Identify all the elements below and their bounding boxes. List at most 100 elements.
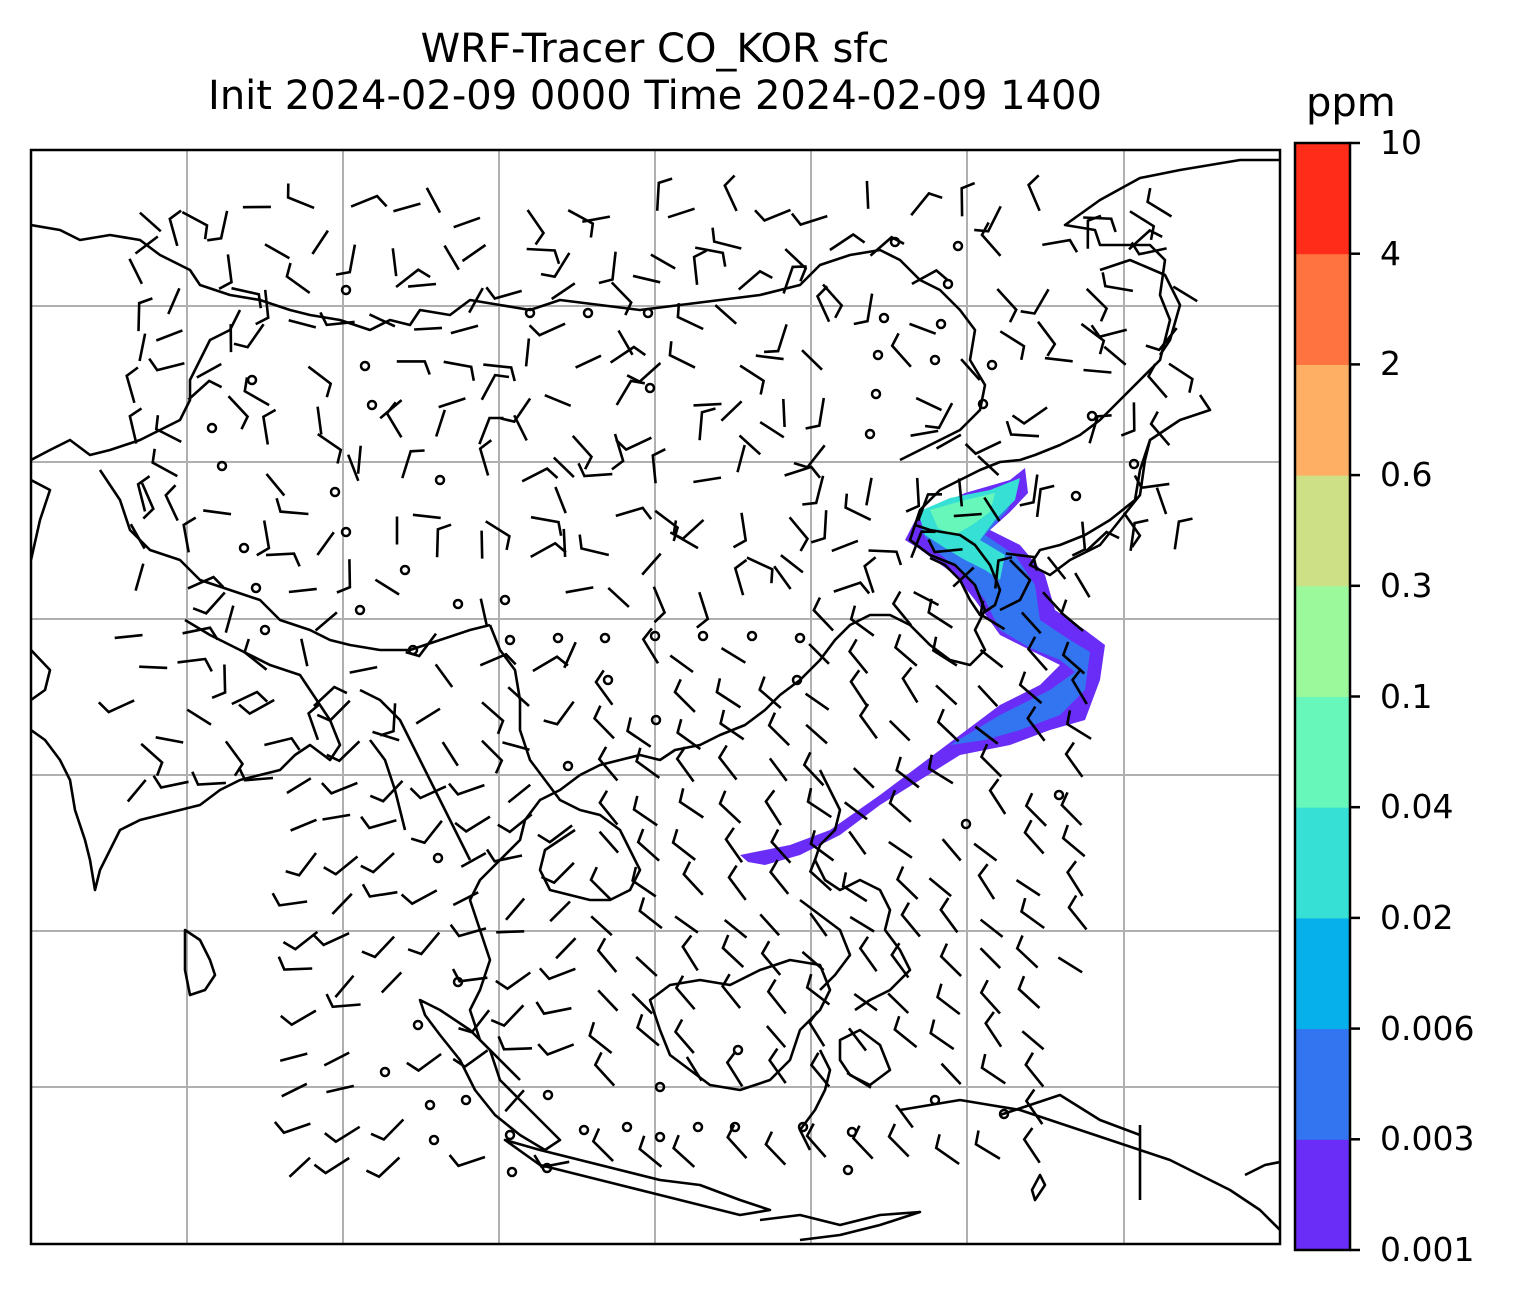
wind-barb — [764, 789, 782, 826]
wind-barb — [177, 657, 213, 673]
wind-barb — [555, 937, 577, 960]
wind-barb — [448, 1154, 486, 1168]
calm-wind-marker — [499, 594, 511, 606]
calm-wind-marker — [340, 284, 352, 296]
calm-wind-marker — [504, 634, 516, 646]
wind-barb — [598, 830, 620, 854]
wind-barb — [563, 641, 577, 669]
wind-barb — [1044, 356, 1073, 363]
wind-barb — [335, 244, 357, 276]
wind-barb — [1155, 487, 1168, 515]
wind-barb — [893, 1015, 918, 1049]
wind-barb — [759, 421, 785, 439]
wind-barb — [513, 414, 528, 441]
wind-barb — [935, 684, 958, 706]
wind-barb — [901, 666, 919, 704]
wind-barb — [139, 665, 168, 670]
wind-barb — [805, 723, 828, 745]
calm-wind-marker — [929, 354, 941, 366]
calm-wind-marker — [654, 1081, 666, 1093]
wind-barb — [693, 476, 722, 484]
title-line-2: Init 2024-02-09 0000 Time 2024-02-09 140… — [208, 73, 1102, 119]
wind-barb — [672, 520, 699, 550]
wind-barb — [218, 254, 233, 290]
wind-barb — [1024, 1052, 1045, 1088]
wind-barb — [152, 775, 189, 789]
calm-wind-marker — [399, 564, 411, 576]
wind-barb — [314, 611, 338, 632]
wind-barb — [804, 692, 830, 711]
wind-barb — [167, 287, 181, 315]
wind-barb — [261, 408, 277, 445]
wind-barb — [853, 293, 874, 326]
wind-barb — [336, 559, 352, 594]
colorbar-tick-label: 0.3 — [1380, 565, 1433, 605]
wind-barb — [1026, 705, 1046, 742]
wind-barb — [960, 181, 976, 217]
calm-wind-marker — [259, 624, 271, 636]
wind-barb — [851, 1125, 874, 1160]
calm-wind-marker — [524, 307, 536, 319]
wind-barb — [191, 771, 226, 786]
calm-wind-marker — [504, 1129, 516, 1141]
wind-barb — [652, 586, 667, 624]
wind-barb — [1074, 572, 1091, 598]
wind-barb — [1129, 210, 1156, 241]
wind-barb — [675, 746, 695, 783]
wind-barb — [537, 1043, 575, 1057]
wind-barb — [806, 787, 833, 819]
wind-barb — [255, 289, 270, 326]
wind-barb — [891, 590, 913, 627]
wind-barb — [1066, 860, 1084, 897]
wind-barb — [768, 1047, 787, 1084]
calm-wind-marker — [216, 460, 228, 472]
wind-barb — [739, 364, 766, 395]
wind-barb — [952, 566, 975, 588]
map-frame — [29, 148, 1282, 1246]
wind-barb — [1064, 741, 1084, 778]
wind-barb — [168, 209, 182, 247]
wind-barb — [1023, 819, 1045, 855]
wind-barb — [765, 1025, 787, 1049]
calm-wind-marker — [952, 240, 964, 252]
wind-barb — [396, 360, 431, 375]
wind-barb — [770, 828, 792, 864]
wind-barb — [441, 741, 459, 767]
wind-barb — [129, 523, 146, 550]
wind-barb — [996, 288, 1018, 323]
wind-barb — [977, 455, 1000, 477]
wind-barb — [694, 246, 727, 267]
wind-barb — [676, 718, 702, 751]
wind-barb — [277, 956, 313, 971]
wind-barb — [715, 678, 742, 709]
wind-barb — [407, 282, 437, 288]
wind-barb — [974, 205, 1002, 233]
wind-barb — [323, 855, 359, 876]
wind-barb — [843, 801, 868, 821]
wind-barb — [350, 194, 388, 208]
wind-barb — [360, 852, 395, 874]
wind-barb — [723, 174, 738, 212]
wind-barb — [720, 646, 747, 664]
wind-barb — [609, 345, 647, 364]
wind-barb — [524, 338, 531, 367]
wind-barb — [1149, 410, 1171, 447]
wind-barb — [940, 1062, 962, 1085]
wind-barb — [395, 268, 431, 289]
wind-barb — [980, 221, 1002, 257]
colorbar-segment-2 — [1295, 917, 1350, 1030]
title-line-1: WRF-Tracer CO_KOR sfc — [420, 26, 890, 72]
wind-barb — [275, 497, 309, 516]
wind-barb — [151, 448, 178, 478]
wind-barb — [1017, 975, 1041, 1009]
wind-barb — [782, 265, 807, 294]
wind-barb — [805, 397, 826, 430]
wind-barb — [692, 249, 708, 285]
wind-barb — [760, 940, 782, 976]
wind-barb — [238, 698, 275, 716]
wind-barb — [1103, 345, 1127, 366]
wind-barb — [365, 1156, 401, 1179]
wind-barb — [288, 1156, 311, 1178]
wind-barb — [977, 684, 999, 708]
wind-barb — [782, 398, 786, 428]
